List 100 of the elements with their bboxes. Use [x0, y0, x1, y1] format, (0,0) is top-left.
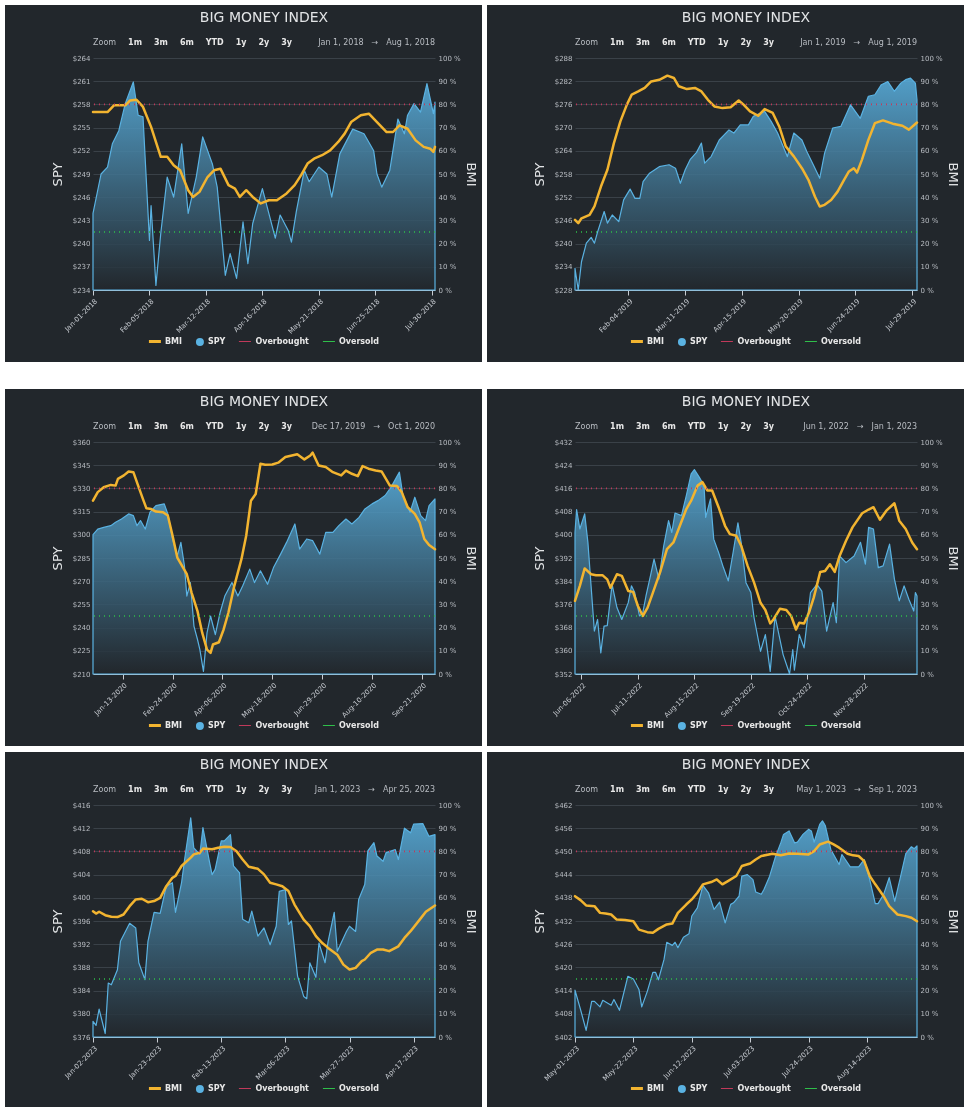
text: Zoom — [575, 785, 599, 794]
text: 6m — [179, 785, 194, 794]
legend-label: SPY — [207, 337, 226, 346]
line-series — [91, 98, 437, 205]
chart-title: BIG MONEY INDEX — [198, 9, 330, 25]
legend-label: BMI — [646, 1084, 664, 1093]
text: 6m — [661, 785, 676, 794]
y-axis-title: SPY — [531, 546, 547, 571]
text: 1y — [717, 422, 729, 431]
text: 6m — [661, 38, 676, 47]
text: → — [368, 785, 375, 794]
legend-label: SPY — [207, 721, 226, 730]
text: May 1, 2023 — [796, 785, 847, 794]
legend-label: Oversold — [338, 721, 380, 730]
text: Jun 1, 2022 — [803, 422, 849, 431]
line-series — [573, 74, 919, 225]
text: 3m — [635, 38, 650, 47]
text: Zoom — [575, 422, 599, 431]
text: YTD — [205, 38, 224, 47]
y2-axis-title: BMI — [463, 909, 479, 934]
text: Zoom — [93, 785, 117, 794]
text: 3y — [763, 422, 775, 431]
line-series — [91, 451, 437, 655]
legend-label: BMI — [646, 337, 664, 346]
text: 1m — [610, 38, 624, 47]
legend-label: Overbought — [737, 337, 791, 346]
chart-title: BIG MONEY INDEX — [680, 393, 812, 409]
text: 6m — [661, 422, 676, 431]
text: 1y — [235, 422, 247, 431]
y-axis-title: SPY — [49, 162, 65, 187]
legend-label: BMI — [164, 721, 182, 730]
text: Dec 17, 2019 — [311, 422, 366, 431]
text: → — [856, 422, 864, 431]
text: 3m — [635, 785, 650, 794]
text: 1y — [235, 785, 247, 794]
text: 1y — [717, 785, 729, 794]
y-axis-title: SPY — [49, 546, 65, 571]
y-axis-title: SPY — [531, 162, 547, 187]
text: Jan 1, 2019 — [800, 38, 846, 47]
legend-label: Oversold — [820, 721, 862, 730]
line-series — [91, 845, 437, 971]
text: Sep 1, 2023 — [868, 785, 917, 794]
text: 1m — [128, 785, 142, 794]
text: 1y — [717, 38, 729, 47]
text: Zoom — [93, 38, 117, 47]
text: 2y — [258, 785, 270, 794]
text: 3m — [153, 785, 168, 794]
text: 3m — [153, 38, 168, 47]
legend-label: SPY — [207, 1084, 226, 1093]
text: 3y — [763, 38, 775, 47]
text: → — [853, 38, 861, 47]
text: 2y — [740, 422, 752, 431]
y2-axis-title: BMI — [945, 909, 961, 934]
legend-label: Overbought — [255, 1084, 309, 1093]
legend-label: Overbought — [255, 721, 309, 730]
text: 2y — [740, 785, 752, 794]
text: 2y — [740, 38, 752, 47]
text: → — [854, 785, 861, 794]
chart-title: BIG MONEY INDEX — [198, 756, 330, 772]
legend-label: BMI — [164, 337, 182, 346]
legend-label: SPY — [689, 1084, 708, 1093]
legend-label: BMI — [646, 721, 664, 730]
text: 6m — [179, 422, 194, 431]
text: Aug 1, 2019 — [868, 38, 917, 47]
legend-label: Oversold — [338, 337, 380, 346]
line-series — [573, 480, 919, 631]
text: 3y — [281, 38, 293, 47]
text: YTD — [205, 422, 224, 431]
text: 3m — [635, 422, 650, 431]
legend-label: SPY — [689, 721, 708, 730]
text: Oct 1, 2020 — [388, 422, 435, 431]
text: 3m — [153, 422, 168, 431]
text: YTD — [687, 38, 706, 47]
y-axis-title: SPY — [49, 909, 65, 934]
text: Apr 25, 2023 — [382, 785, 435, 794]
y-axis-title: SPY — [531, 909, 547, 934]
legend-label: Overbought — [255, 337, 309, 346]
text: YTD — [687, 422, 706, 431]
y2-axis-title: BMI — [945, 162, 961, 187]
text: YTD — [687, 785, 706, 794]
chart-title: BIG MONEY INDEX — [680, 9, 812, 25]
text: 3y — [763, 785, 775, 794]
text: 3y — [281, 785, 293, 794]
text: 1m — [610, 422, 624, 431]
legend-label: Oversold — [820, 1084, 862, 1093]
y2-axis-title: BMI — [945, 546, 961, 571]
legend-label: Oversold — [820, 337, 862, 346]
text: → — [371, 38, 379, 47]
text: Jan 1, 2023 — [314, 785, 361, 794]
legend-label: BMI — [164, 1084, 182, 1093]
text: 2y — [258, 38, 270, 47]
legend-label: Oversold — [338, 1084, 380, 1093]
chart-title: BIG MONEY INDEX — [198, 393, 330, 409]
text: 1m — [128, 38, 142, 47]
line-series — [573, 840, 919, 935]
y2-axis-title: BMI — [463, 162, 479, 187]
text: 3y — [281, 422, 293, 431]
text: Zoom — [93, 422, 117, 431]
text: 6m — [179, 38, 194, 47]
text: YTD — [205, 785, 224, 794]
